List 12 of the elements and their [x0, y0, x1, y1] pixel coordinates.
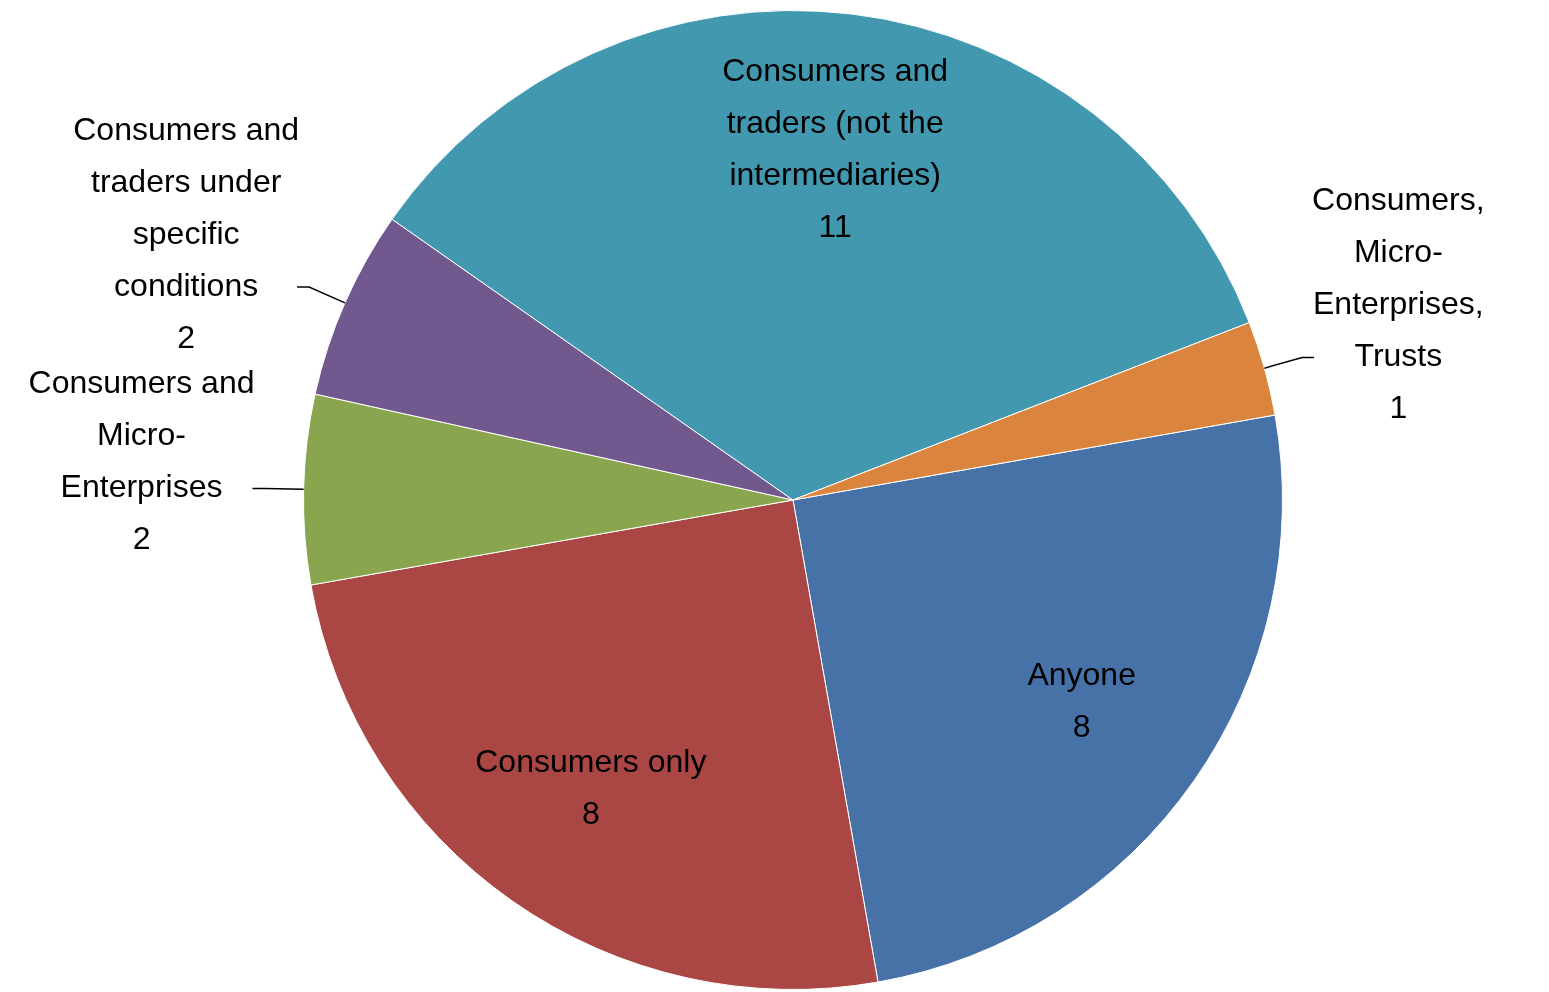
slice-label: Consumers and traders under specific conditions	[73, 110, 300, 303]
data-label: 2	[132, 520, 151, 557]
slice-label: Anyone	[1027, 655, 1136, 692]
data-label: 1	[1389, 389, 1408, 426]
slice-label: Consumers, Micro-Enterprises, Trusts	[1312, 181, 1485, 374]
data-label: 2	[177, 318, 196, 355]
slice-label: Consumers and Micro-Enterprises	[28, 364, 255, 505]
data-label: 8	[1072, 707, 1091, 744]
data-label: 11	[818, 207, 852, 244]
slice-label: Consumers and traders (not the intermediaries)	[722, 51, 949, 192]
data-label: 8	[581, 794, 600, 831]
slice-label: Consumers only	[475, 742, 707, 779]
